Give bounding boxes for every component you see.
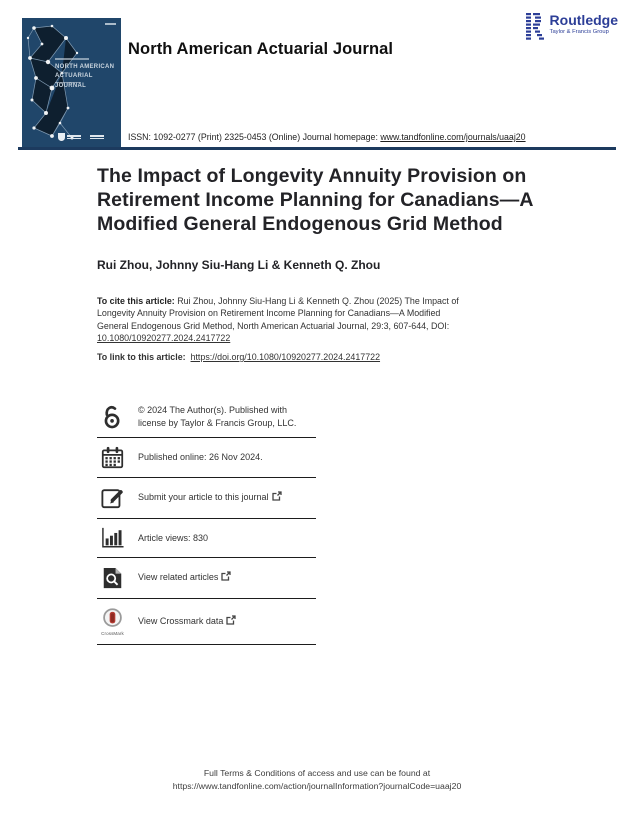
- citation-block: To cite this article: Rui Zhou, Johnny S…: [97, 295, 459, 345]
- bar-chart-icon: [99, 527, 126, 549]
- routledge-logo: Routledge Taylor & Francis Group: [525, 13, 618, 40]
- article-title-line3: Modified General Endogenous Grid Method: [97, 212, 503, 235]
- terms-text: Full Terms & Conditions of access and us…: [203, 768, 431, 778]
- license-row: © 2024 The Author(s). Published with lic…: [97, 396, 316, 439]
- issn-text: ISSN: 1092-0277 (Print) 2325-0453 (Onlin…: [128, 132, 381, 142]
- cite-label: To cite this article:: [97, 296, 175, 306]
- cite-line2: Longevity Annuity Provision on Retiremen…: [97, 308, 441, 319]
- link-label: To link to this article:: [97, 352, 186, 362]
- shield-icon: [58, 133, 65, 141]
- routledge-wordmark: Routledge Taylor & Francis Group: [550, 13, 618, 35]
- related-articles-row[interactable]: View related articles: [97, 558, 316, 600]
- article-actions-list: © 2024 The Author(s). Published with lic…: [97, 396, 316, 646]
- cover-issue-info-bar: [105, 23, 116, 25]
- submit-article-row[interactable]: Submit your article to this journal: [97, 478, 316, 520]
- routledge-r-icon: [525, 13, 544, 40]
- journal-homepage-link[interactable]: www.tandfonline.com/journals/uaaj20: [380, 132, 526, 142]
- journal-cover-thumbnail: NORTH AMERICAN ACTUARIAL JOURNAL: [22, 18, 121, 147]
- link-line: To link to this article: https://doi.org…: [97, 352, 380, 362]
- crossmark-icon: CrossMark: [99, 607, 126, 636]
- issn-homepage-line: ISSN: 1092-0277 (Print) 2325-0453 (Onlin…: [128, 132, 526, 142]
- published-online-text: Published online: 26 Nov 2024.: [138, 452, 263, 463]
- crossmark-row[interactable]: CrossMark View Crossmark data: [97, 599, 316, 646]
- routledge-mini-logo-bars: [90, 135, 104, 139]
- crossmark-link[interactable]: View Crossmark data: [138, 615, 224, 626]
- network-pattern-graphic: [26, 24, 79, 140]
- cover-subtitle-bar: [55, 82, 81, 84]
- submit-article-link[interactable]: Submit your article to this journal: [138, 492, 269, 503]
- cite-line3: General Endogenous Grid Method, North Am…: [97, 320, 450, 331]
- article-title: The Impact of Longevity Annuity Provisio…: [97, 165, 534, 237]
- soa-logo-text-bars: [67, 135, 81, 139]
- external-link-icon: [271, 491, 282, 505]
- publisher-name: Routledge: [549, 12, 618, 28]
- journal-title: North American Actuarial Journal: [128, 40, 394, 58]
- cover-volume-bar: [55, 58, 89, 60]
- calendar-icon: [99, 446, 126, 469]
- submit-pencil-icon: [99, 486, 126, 510]
- open-access-icon: [99, 404, 126, 429]
- header-divider: [18, 147, 616, 150]
- article-views-text: Article views: 830: [138, 532, 209, 543]
- terms-footer: Full Terms & Conditions of access and us…: [0, 767, 634, 792]
- related-articles-link[interactable]: View related articles: [138, 572, 219, 583]
- doi-link[interactable]: 10.1080/10920277.2024.2417722: [97, 333, 231, 344]
- license-text: © 2024 The Author(s). Published with lic…: [138, 405, 297, 428]
- article-title-line1: The Impact of Longevity Annuity Provisio…: [97, 165, 527, 187]
- published-online-row: Published online: 26 Nov 2024.: [97, 438, 316, 479]
- external-link-icon: [226, 615, 237, 629]
- external-link-icon: [221, 571, 232, 585]
- article-title-line2: Retirement Income Planning for Canadians…: [97, 188, 534, 211]
- terms-url[interactable]: https://www.tandfonline.com/action/journ…: [172, 780, 462, 791]
- cover-journal-name: NORTH AMERICAN ACTUARIAL JOURNAL: [55, 64, 115, 89]
- article-doi-url-link[interactable]: https://doi.org/10.1080/10920277.2024.24…: [190, 352, 381, 362]
- related-articles-icon: [99, 566, 126, 590]
- cover-publisher-logos: [58, 133, 104, 141]
- author-list: Rui Zhou, Johnny Siu-Hang Li & Kenneth Q…: [97, 258, 381, 272]
- article-views-row: Article views: 830: [97, 519, 316, 559]
- crossmark-caption: CrossMark: [101, 631, 124, 637]
- soa-logo: [58, 133, 81, 141]
- cite-line1: Rui Zhou, Johnny Siu-Hang Li & Kenneth Q…: [174, 296, 459, 306]
- publisher-tagline: Taylor & Francis Group: [549, 28, 609, 35]
